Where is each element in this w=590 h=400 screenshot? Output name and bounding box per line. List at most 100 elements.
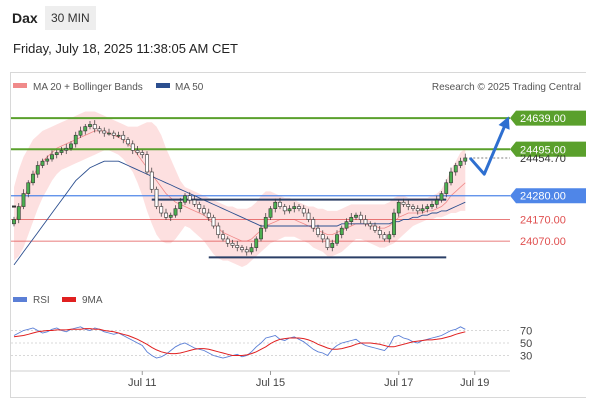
candle xyxy=(354,212,358,220)
candle xyxy=(202,205,206,216)
timeframe-button[interactable]: 30 MIN xyxy=(45,6,96,30)
candle xyxy=(116,131,121,138)
legend-swatch-ma20 xyxy=(13,83,27,88)
candle xyxy=(259,224,263,242)
legend-swatch-9ma xyxy=(62,297,76,302)
candle xyxy=(292,202,297,213)
candle xyxy=(344,218,349,231)
candle xyxy=(40,158,45,169)
candle xyxy=(225,236,230,247)
candle xyxy=(306,208,311,223)
candle xyxy=(230,239,235,249)
price-legend: MA 20 + Bollinger Bands MA 50 Research ©… xyxy=(13,82,581,93)
candle xyxy=(64,143,69,155)
candle xyxy=(126,136,130,147)
candle xyxy=(263,213,268,232)
projection-path xyxy=(468,117,510,176)
x-tick-label: Jul 15 xyxy=(256,377,285,389)
candle xyxy=(73,131,78,148)
candle xyxy=(420,204,425,214)
candle xyxy=(69,141,73,151)
candle xyxy=(187,192,192,204)
candle xyxy=(102,127,107,137)
legend-label-ma50: MA 50 xyxy=(175,82,204,93)
chart-header: Dax 30 MIN xyxy=(0,0,590,36)
candle xyxy=(154,186,159,210)
candle xyxy=(168,212,173,222)
rsi-ma9-line xyxy=(13,328,466,356)
candle xyxy=(173,205,178,218)
chart-frame xyxy=(10,72,586,398)
candle xyxy=(449,167,453,186)
candle xyxy=(145,151,149,175)
candle xyxy=(83,124,88,135)
candle xyxy=(78,126,83,138)
candle xyxy=(149,167,154,193)
level-badge xyxy=(510,110,586,126)
research-credit: Research © 2025 Trading Central xyxy=(432,82,581,93)
candle xyxy=(197,201,202,213)
level-label: 24495.00 xyxy=(520,144,566,156)
candle xyxy=(192,195,197,207)
rsi-line xyxy=(13,326,466,359)
candle xyxy=(12,216,16,227)
rsi-tick-label: 50 xyxy=(520,338,532,350)
rsi-tick-label: 30 xyxy=(520,351,532,363)
current-price-label: 24454.70 xyxy=(520,153,566,165)
candle xyxy=(88,120,92,130)
candle xyxy=(16,203,21,224)
legend-label-ma20: MA 20 + Bollinger Bands xyxy=(33,82,143,93)
candle xyxy=(444,179,449,198)
candle xyxy=(401,198,406,207)
legend-label-9ma: 9MA xyxy=(82,295,103,306)
level-label: 24070.00 xyxy=(520,236,566,248)
candle xyxy=(268,206,273,220)
candle xyxy=(373,222,377,233)
candle xyxy=(363,215,368,227)
candle xyxy=(45,155,50,165)
bollinger-fill xyxy=(14,111,466,267)
candle xyxy=(206,208,211,222)
candle xyxy=(26,180,31,198)
moving-averages xyxy=(13,160,466,266)
candle xyxy=(164,208,168,220)
candle xyxy=(387,231,392,243)
candle xyxy=(316,224,320,238)
projection-arrowhead xyxy=(498,116,510,130)
x-axis: Jul 11 Jul 15 Jul 17 Jul 19 xyxy=(128,371,489,389)
candle xyxy=(425,203,430,213)
x-tick-label: Jul 19 xyxy=(460,377,489,389)
candle xyxy=(301,205,306,217)
candle xyxy=(216,222,221,239)
level-labels: 24639.00 24495.00 24280.00 24170.00 24070.00… xyxy=(510,110,586,248)
trendlines xyxy=(151,198,447,259)
candle xyxy=(159,203,164,217)
candle xyxy=(311,216,316,232)
candle xyxy=(339,225,344,239)
candle xyxy=(59,146,64,156)
candle xyxy=(396,199,401,217)
candle xyxy=(35,161,40,178)
candle xyxy=(434,195,439,209)
candle xyxy=(377,225,382,239)
level-label: 24170.00 xyxy=(520,215,566,227)
price-levels xyxy=(11,117,510,242)
candle xyxy=(320,230,325,243)
candle xyxy=(249,243,254,255)
candle xyxy=(368,221,373,230)
level-label: 24280.00 xyxy=(520,191,566,203)
candle xyxy=(282,203,287,215)
candle xyxy=(392,208,396,238)
candle xyxy=(325,236,330,251)
candle xyxy=(135,146,140,156)
candle xyxy=(130,140,135,155)
candle xyxy=(415,205,420,215)
candle xyxy=(244,246,249,256)
candle xyxy=(453,162,458,176)
candle xyxy=(411,203,415,212)
candle xyxy=(97,126,102,134)
ma20-line xyxy=(13,130,466,242)
candle xyxy=(178,197,183,213)
